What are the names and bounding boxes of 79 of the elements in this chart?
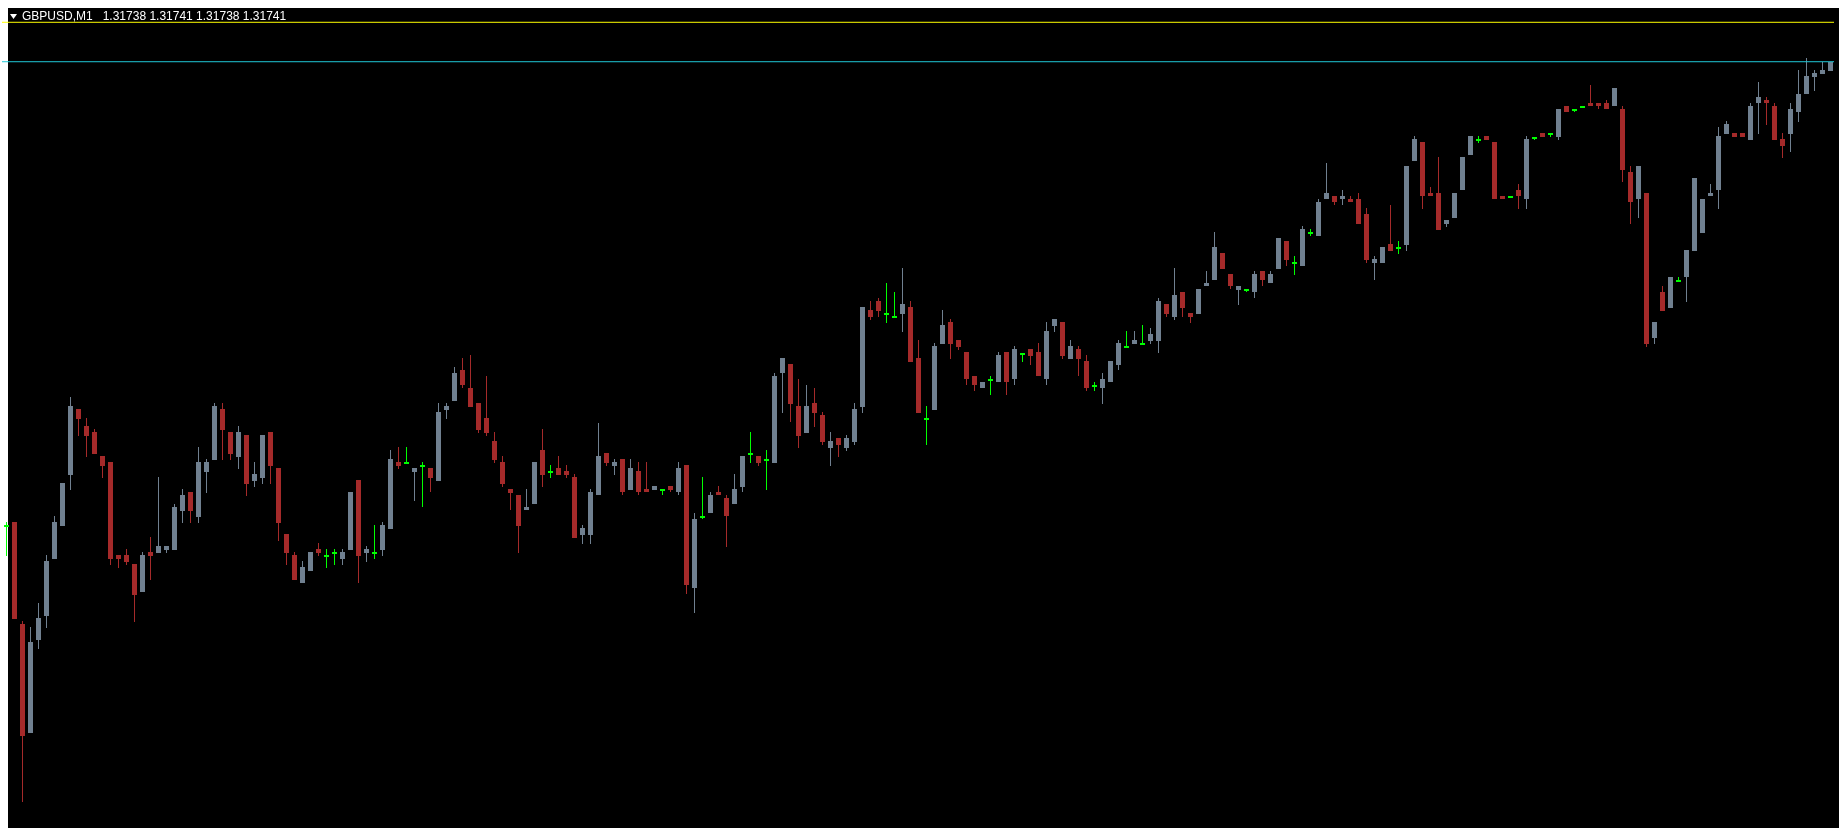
candlestick xyxy=(924,405,929,446)
candlestick xyxy=(836,437,841,458)
candlestick xyxy=(892,291,897,318)
candlestick xyxy=(1516,183,1521,210)
candlestick xyxy=(188,491,193,524)
candlestick xyxy=(644,461,649,493)
candlestick xyxy=(500,455,505,488)
candlestick xyxy=(180,488,185,524)
candlestick xyxy=(204,458,209,494)
candlestick xyxy=(700,476,705,520)
candlestick xyxy=(148,536,153,581)
candlestick xyxy=(284,533,289,566)
candlestick xyxy=(1236,285,1241,306)
candlestick xyxy=(676,461,681,496)
candlestick xyxy=(1292,255,1297,276)
candlestick xyxy=(76,408,81,437)
candlestick xyxy=(780,357,785,414)
candlestick xyxy=(396,446,401,470)
candlestick xyxy=(484,375,489,437)
candlestick xyxy=(412,467,417,502)
candlestick xyxy=(1180,291,1185,318)
chart-title: GBPUSD,M1 xyxy=(22,9,93,23)
candlestick xyxy=(228,431,233,461)
candlestick xyxy=(1124,330,1129,348)
candlestick xyxy=(1284,240,1289,267)
candlestick xyxy=(252,461,257,488)
candlestick xyxy=(988,375,993,396)
candlestick xyxy=(1652,321,1657,345)
candlestick xyxy=(1764,96,1769,126)
candlestick xyxy=(1676,276,1681,282)
candlestick xyxy=(404,446,409,464)
candlestick xyxy=(1796,69,1801,123)
candlestick xyxy=(1660,285,1665,312)
candlestick xyxy=(1756,81,1761,135)
candlestick xyxy=(1780,132,1785,159)
candlestick xyxy=(1252,270,1257,299)
candlestick xyxy=(468,354,473,408)
candlestick xyxy=(1372,255,1377,281)
candlestick xyxy=(1100,372,1105,405)
candlestick xyxy=(812,387,817,428)
candlestick xyxy=(900,267,905,333)
candlestick xyxy=(636,461,641,496)
candlestick xyxy=(1036,342,1041,377)
candlestick xyxy=(876,297,881,318)
candlestick xyxy=(324,548,329,569)
candlestick xyxy=(84,417,89,458)
candlestick xyxy=(732,473,737,505)
candlestick xyxy=(748,431,753,464)
candlestick xyxy=(1412,135,1417,162)
candlestick xyxy=(828,431,833,467)
candlestick xyxy=(428,467,433,493)
candlestick xyxy=(628,458,633,491)
candlestick xyxy=(36,602,41,650)
candlestick xyxy=(372,524,377,560)
candlestick xyxy=(1324,162,1329,200)
chart-subtitle: 1.31738 1.31741 1.31738 1.31741 xyxy=(102,9,287,23)
candlestick xyxy=(100,455,105,479)
candlestick xyxy=(724,494,729,548)
candlestick xyxy=(220,402,225,461)
candlestick xyxy=(1388,204,1393,252)
candlestick xyxy=(1812,69,1817,92)
candlestick xyxy=(948,318,953,360)
candlestick xyxy=(1804,58,1809,95)
candlestick xyxy=(1140,324,1145,345)
candlestick xyxy=(492,431,497,464)
candlestick xyxy=(1076,345,1081,377)
candlestick xyxy=(508,488,513,511)
candlestick xyxy=(868,300,873,321)
candlestick xyxy=(1116,339,1121,371)
candlestick xyxy=(92,428,97,455)
candlestick xyxy=(884,282,889,324)
candlestick xyxy=(940,309,945,345)
candlestick xyxy=(460,357,465,389)
candlestick xyxy=(420,461,425,508)
candlestick xyxy=(580,524,585,545)
candlestick xyxy=(1172,267,1177,321)
candlestick xyxy=(764,449,769,491)
candlestick xyxy=(4,521,9,557)
candlestick xyxy=(156,476,161,554)
